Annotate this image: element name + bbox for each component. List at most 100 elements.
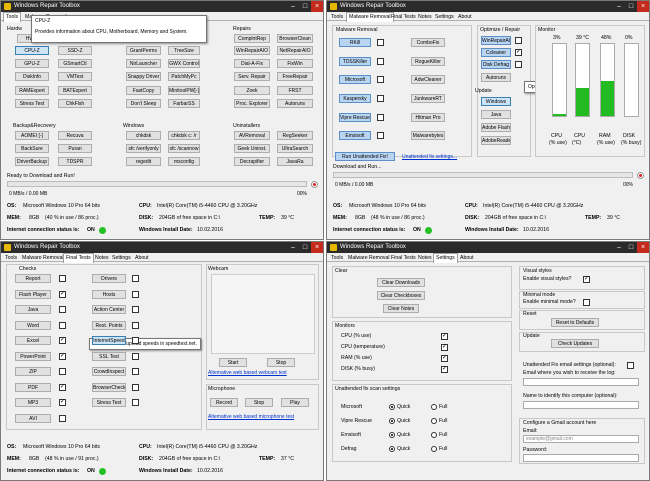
webcam-stop-button[interactable]: Stop	[267, 358, 295, 367]
freerepair-button[interactable]: FreeRepair	[277, 72, 313, 81]
check-stress-test-checkbox[interactable]	[132, 399, 139, 406]
tdsskiller-checkbox[interactable]	[377, 58, 384, 65]
nirlauncher-button[interactable]: NirLauncher	[126, 59, 161, 68]
scan-full-radio-0[interactable]	[431, 404, 437, 410]
email-receive-input[interactable]	[523, 378, 639, 386]
email-checkbox[interactable]	[627, 362, 634, 369]
chkdsk-r-button[interactable]: chkdsk c: /r	[168, 131, 200, 140]
tab-tools[interactable]: Tools	[3, 12, 22, 22]
java-update-button[interactable]: Java	[481, 110, 511, 119]
clear-checkboxes-button[interactable]: Clear Checkboxes	[377, 291, 425, 300]
tab-notes[interactable]: Notes	[418, 14, 432, 20]
tdsskiller-button[interactable]: TDSSKiller	[339, 57, 371, 66]
check-drivers-checkbox[interactable]	[132, 275, 139, 282]
scan-quick-radio-3[interactable]	[389, 446, 395, 452]
run-unattended-button[interactable]: Run Unattended Fix!	[335, 152, 395, 161]
geek-uninst-button[interactable]: Geek Uninst.	[234, 144, 270, 153]
patchmypc-button[interactable]: PatchMyPc	[168, 72, 200, 81]
ccleaner-checkbox[interactable]: ✓	[515, 49, 522, 56]
check-ssl-test-checkbox[interactable]	[132, 352, 139, 360]
check-avi-checkbox[interactable]	[59, 414, 66, 422]
adobereader-button[interactable]: AdobeReader	[481, 136, 511, 145]
frst-button[interactable]: FRST	[277, 86, 313, 95]
farbarss-button[interactable]: FarbarSS	[168, 99, 200, 108]
gpu-z-button[interactable]: GPU-Z	[15, 59, 49, 68]
mic-stop-button[interactable]: Stop	[245, 398, 273, 407]
autoruns-button[interactable]: Autoruns	[277, 99, 313, 108]
driverbackup-button[interactable]: DriverBackup	[15, 157, 49, 166]
cpu-z-button[interactable]: CPU-Z	[15, 46, 49, 55]
snappy-driver-button[interactable]: Snappy Driver	[126, 72, 161, 81]
maximize-icon[interactable]: □	[628, 3, 634, 10]
kaspersky-checkbox[interactable]	[377, 95, 384, 102]
maximize-icon[interactable]: □	[302, 3, 308, 10]
proc-explorer-button[interactable]: Proc. Explorer	[234, 99, 270, 108]
scan-quick-radio-0[interactable]	[389, 404, 395, 410]
maximize-icon[interactable]: □	[302, 244, 308, 251]
webcam-test-link[interactable]: Alternative web based webcam test	[208, 370, 287, 376]
check-zip-checkbox[interactable]	[59, 368, 66, 375]
scan-full-radio-3[interactable]	[431, 446, 437, 452]
stress-test-button[interactable]: Stress Test	[15, 99, 49, 108]
tab-final-tests[interactable]: Final Tests	[63, 253, 94, 263]
browserclean-button[interactable]: BrowserClean	[277, 34, 313, 43]
check-zip-button[interactable]: ZIP	[15, 367, 51, 376]
complntrep-button[interactable]: ComplntRep	[234, 34, 270, 43]
tab-settings[interactable]: Settings	[433, 253, 458, 263]
gwx-control-button[interactable]: GWX Control	[168, 59, 200, 68]
monitor-setting-checkbox-1[interactable]: ✓	[441, 344, 448, 351]
monitor-setting-checkbox-0[interactable]: ✓	[441, 333, 448, 340]
check-pdf-checkbox[interactable]: ✓	[59, 383, 66, 391]
check-hosts-checkbox[interactable]	[132, 290, 139, 298]
minimize-icon[interactable]: –	[617, 3, 621, 10]
visual-checkbox[interactable]: ✓	[583, 276, 590, 283]
vmtest-button[interactable]: VMTest	[58, 72, 92, 81]
treesize-button[interactable]: TreeSize	[168, 46, 200, 55]
javara-button[interactable]: JavaRa	[277, 157, 313, 166]
monitor-setting-checkbox-3[interactable]: ✓	[441, 366, 448, 373]
regedit-button[interactable]: regedit	[126, 157, 161, 166]
dont-sleep-button[interactable]: Don't Sleep	[126, 99, 161, 108]
stop-icon[interactable]	[311, 181, 318, 188]
minimize-icon[interactable]: –	[617, 244, 621, 251]
rkill-checkbox[interactable]	[377, 39, 384, 46]
tab-about[interactable]: About	[460, 255, 474, 261]
serv-repair-button[interactable]: Serv. Repair	[234, 72, 270, 81]
tab-malware[interactable]: Malware Removal	[346, 12, 394, 22]
check-powerpoint-button[interactable]: PowerPoint	[15, 351, 51, 361]
emsisoft-button[interactable]: Emsisoft	[339, 131, 371, 140]
webcam-start-button[interactable]: Start	[219, 358, 247, 367]
close-icon[interactable]: ×	[637, 242, 649, 253]
check-internetspeed-checkbox[interactable]	[132, 337, 139, 344]
gmail-email-input[interactable]: example@gmail.com	[523, 435, 639, 443]
grantperms-button[interactable]: GrantPerms	[126, 46, 161, 55]
avremoval-button[interactable]: AVRemoval	[234, 131, 270, 140]
check-report-checkbox[interactable]	[59, 275, 66, 282]
fastcopy-button[interactable]: FastCopy	[126, 86, 161, 95]
winrepairaio-button[interactable]: WinRepairAIO	[481, 36, 511, 45]
check-updates-button[interactable]: Check Updates	[551, 339, 599, 348]
check-browsercheck-checkbox[interactable]	[132, 383, 139, 391]
check-mp3-checkbox[interactable]: ✓	[59, 399, 66, 406]
adobe-flash-button[interactable]: Adobe Flash	[481, 123, 511, 132]
autoruns-button[interactable]: Autoruns	[481, 73, 511, 82]
check-powerpoint-checkbox[interactable]: ✓	[59, 352, 66, 360]
microsoft-checkbox[interactable]	[377, 76, 384, 83]
check-java-button[interactable]: Java	[15, 305, 51, 314]
junkwarert-button[interactable]: JunkwareRT	[411, 94, 445, 103]
windows-update-button[interactable]: Windows	[481, 97, 511, 106]
check-stress-test-button[interactable]: Stress Test	[92, 398, 126, 407]
defrag-checkbox[interactable]	[515, 61, 522, 68]
ramexpert-button[interactable]: RAMExpert	[15, 86, 49, 95]
tab-about[interactable]: About	[458, 14, 472, 20]
check-java-checkbox[interactable]	[59, 306, 66, 313]
scan-full-radio-2[interactable]	[431, 432, 437, 438]
chkdsk-button[interactable]: chkdsk	[126, 131, 161, 140]
microsoft-button[interactable]: Microsoft	[339, 75, 371, 84]
tab-tools[interactable]: Tools	[5, 255, 18, 261]
roguekiller-button[interactable]: RogueKiller	[411, 57, 445, 66]
chkflsh-button[interactable]: ChkFlsh	[58, 99, 92, 108]
check-internetspeed-button[interactable]: InternetSpeed	[92, 336, 126, 345]
minimal-checkbox[interactable]	[583, 299, 590, 306]
msconfig-button[interactable]: msconfig	[168, 157, 200, 166]
